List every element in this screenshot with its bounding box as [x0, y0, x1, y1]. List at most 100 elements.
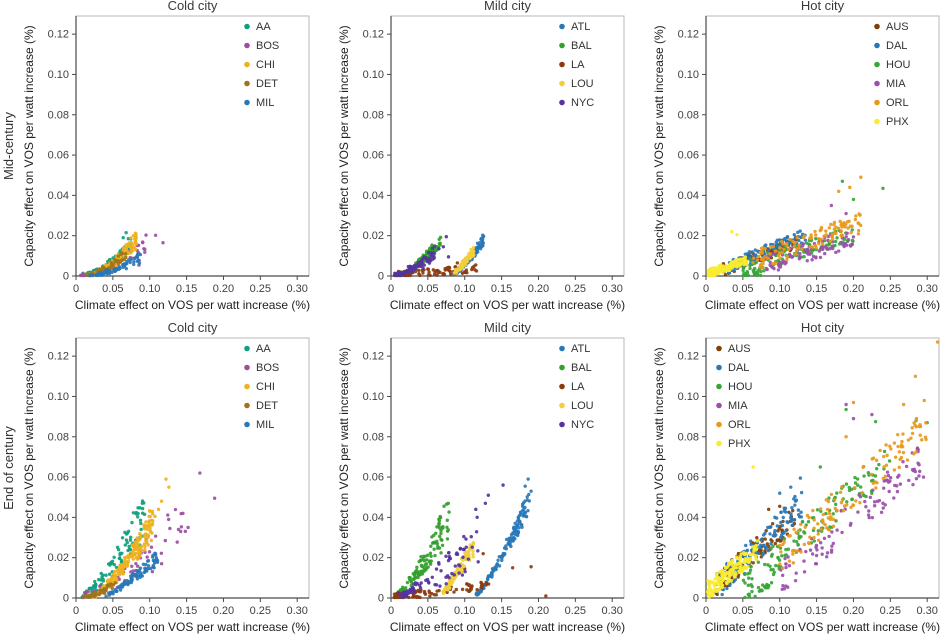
data-point [924, 437, 928, 442]
data-point [445, 266, 449, 270]
data-point [463, 569, 467, 574]
data-point [151, 553, 155, 558]
data-point [145, 527, 150, 531]
data-point [851, 400, 856, 405]
data-point [149, 538, 153, 543]
data-point [424, 578, 428, 583]
x-tick-label: 0.10 [454, 283, 475, 295]
data-point [870, 515, 875, 520]
plot-border [705, 15, 940, 277]
data-point [743, 557, 747, 561]
data-point [824, 555, 829, 559]
data-point [840, 484, 844, 489]
data-point [135, 259, 140, 263]
data-point [143, 545, 147, 549]
data-point [833, 243, 837, 248]
data-point [797, 515, 802, 519]
data-point [483, 501, 488, 505]
legend-swatch-MIA [716, 402, 722, 409]
scatter-series-MIA [779, 402, 926, 591]
data-point [520, 509, 525, 513]
data-point [831, 246, 835, 251]
data-point [758, 273, 763, 278]
data-point [96, 273, 100, 278]
data-point [904, 464, 909, 469]
data-point [749, 583, 753, 587]
data-point [720, 585, 724, 590]
data-point [838, 490, 843, 494]
data-point [419, 554, 423, 559]
data-point [98, 588, 102, 592]
data-point [134, 561, 138, 566]
data-point [835, 491, 839, 495]
panel-title: Hot city [801, 322, 845, 335]
data-point [805, 247, 810, 252]
data-point [739, 561, 743, 565]
data-point [89, 593, 94, 597]
data-point [107, 593, 112, 597]
data-point [900, 439, 904, 444]
data-point [780, 523, 785, 528]
data-point [430, 246, 435, 251]
data-point [914, 416, 919, 421]
data-point [523, 499, 527, 503]
data-point [778, 546, 783, 550]
data-point [827, 511, 832, 516]
data-point [741, 578, 746, 583]
data-point [412, 572, 417, 576]
legend-label-LOU: LOU [571, 400, 594, 412]
data-point [757, 589, 762, 593]
data-point [486, 577, 490, 582]
data-point [831, 512, 835, 516]
data-point [782, 537, 787, 541]
y-tick-label: 0.12 [363, 29, 384, 41]
data-point [850, 497, 854, 502]
data-point [784, 260, 788, 265]
data-point [436, 544, 440, 549]
data-point [466, 557, 471, 561]
data-point [861, 465, 865, 469]
data-point [898, 482, 903, 486]
data-point [420, 564, 424, 569]
data-point [412, 577, 416, 582]
data-point [150, 522, 154, 527]
data-point [419, 569, 424, 573]
data-point [445, 590, 449, 595]
data-point [136, 570, 140, 575]
axis-spines [390, 16, 624, 277]
data-point [818, 228, 822, 233]
y-tick-label: 0.10 [48, 391, 69, 403]
data-point [884, 443, 888, 447]
data-point [802, 542, 807, 547]
data-point [439, 569, 443, 573]
data-point [435, 539, 439, 544]
legend-label-DAL: DAL [728, 362, 749, 374]
data-point [805, 513, 810, 518]
data-point [408, 590, 412, 594]
x-tick-label: 0.10 [139, 283, 160, 295]
data-point [148, 526, 152, 530]
data-point [150, 518, 154, 522]
data-point [101, 579, 106, 583]
data-point [722, 571, 726, 575]
data-point [438, 534, 442, 539]
data-point [871, 456, 876, 460]
axis-spines [75, 16, 309, 277]
data-point [779, 520, 783, 525]
data-point [126, 559, 131, 564]
data-point [420, 260, 424, 265]
data-point [147, 514, 151, 519]
data-point [888, 476, 893, 480]
data-point [840, 179, 845, 183]
data-point [471, 540, 475, 545]
data-point [820, 518, 825, 522]
data-point [434, 531, 438, 535]
y-tick-label: 0.04 [678, 512, 699, 524]
data-point [424, 568, 428, 572]
data-point [434, 567, 439, 571]
data-point [127, 241, 131, 245]
data-point [88, 273, 92, 278]
data-point [792, 497, 796, 501]
data-point [742, 567, 746, 571]
data-point [792, 539, 796, 543]
